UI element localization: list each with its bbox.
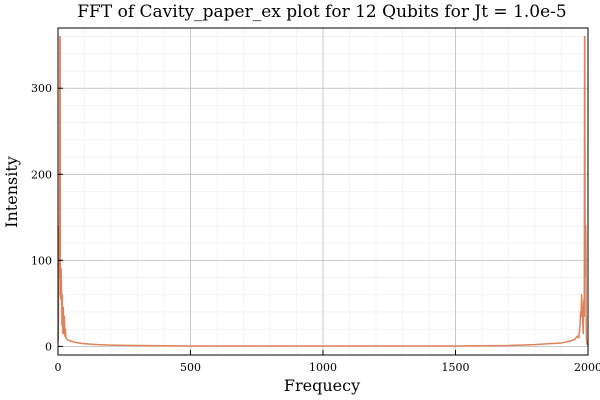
x-tick-label: 500 (180, 361, 201, 374)
y-axis-ticks: 0 100 200 300 (31, 82, 63, 353)
x-tick-label: 0 (55, 361, 62, 374)
x-axis-label: Frequecy (284, 376, 360, 395)
y-tick-label: 100 (31, 254, 52, 267)
x-tick-label: 1500 (442, 361, 470, 374)
x-tick-label: 1000 (309, 361, 337, 374)
chart-title: FFT of Cavity_paper_ex plot for 12 Qubit… (77, 2, 566, 22)
y-tick-label: 300 (31, 82, 52, 95)
y-tick-label: 0 (45, 340, 52, 353)
series-line-1 (57, 35, 589, 347)
x-tick-label: 2000 (574, 361, 600, 374)
y-tick-label: 200 (31, 168, 52, 181)
x-axis-ticks: 0 500 1000 1500 2000 (55, 350, 600, 374)
y-axis-label: Intensity (2, 156, 21, 228)
series-layer (57, 35, 589, 347)
